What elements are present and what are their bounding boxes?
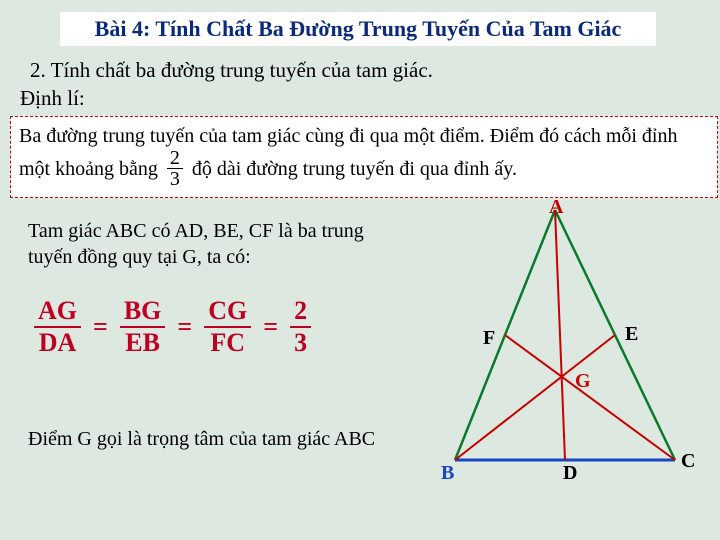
theorem-label: Định lí: bbox=[20, 86, 85, 111]
fraction-2-3: 2 3 bbox=[167, 148, 183, 189]
equals-sign: = bbox=[93, 312, 108, 342]
vertex-label-a: A bbox=[549, 196, 563, 219]
vertex-label-f: F bbox=[483, 327, 495, 350]
den: FC bbox=[206, 328, 249, 356]
num: 2 bbox=[290, 298, 311, 328]
num: CG bbox=[204, 298, 251, 328]
num: BG bbox=[120, 298, 166, 328]
frac-bg-eb: BG EB bbox=[120, 298, 166, 356]
equals-sign: = bbox=[263, 312, 278, 342]
centroid-definition: Điểm G gọi là trọng tâm của tam giác ABC bbox=[28, 428, 375, 451]
theorem-box: Ba đường trung tuyến của tam giác cùng đ… bbox=[10, 116, 718, 198]
den: 3 bbox=[290, 328, 311, 356]
theorem-text-post: độ dài đường trung tuyến đi qua đỉnh ấy. bbox=[192, 158, 517, 180]
centroid-equation: AG DA = BG EB = CG FC = 2 3 bbox=[28, 298, 317, 356]
vertex-label-b: B bbox=[441, 462, 454, 485]
frac-cg-fc: CG FC bbox=[204, 298, 251, 356]
triangle-diagram bbox=[435, 200, 705, 490]
lesson-title: Bài 4: Tính Chất Ba Đường Trung Tuyến Củ… bbox=[60, 12, 656, 46]
fraction-numerator: 2 bbox=[167, 148, 183, 169]
den: EB bbox=[121, 328, 164, 356]
num: AG bbox=[34, 298, 81, 328]
fraction-denominator: 3 bbox=[167, 169, 183, 189]
paragraph-setup: Tam giác ABC có AD, BE, CF là ba trung t… bbox=[28, 218, 408, 270]
vertex-label-e: E bbox=[625, 323, 638, 346]
frac-2-3: 2 3 bbox=[290, 298, 311, 356]
section-heading: 2. Tính chất ba đường trung tuyến của ta… bbox=[30, 58, 433, 83]
equals-sign: = bbox=[177, 312, 192, 342]
vertex-label-d: D bbox=[563, 462, 577, 485]
den: DA bbox=[35, 328, 81, 356]
frac-ag-da: AG DA bbox=[34, 298, 81, 356]
vertex-label-c: C bbox=[681, 450, 695, 473]
vertex-label-g: G bbox=[575, 370, 591, 393]
